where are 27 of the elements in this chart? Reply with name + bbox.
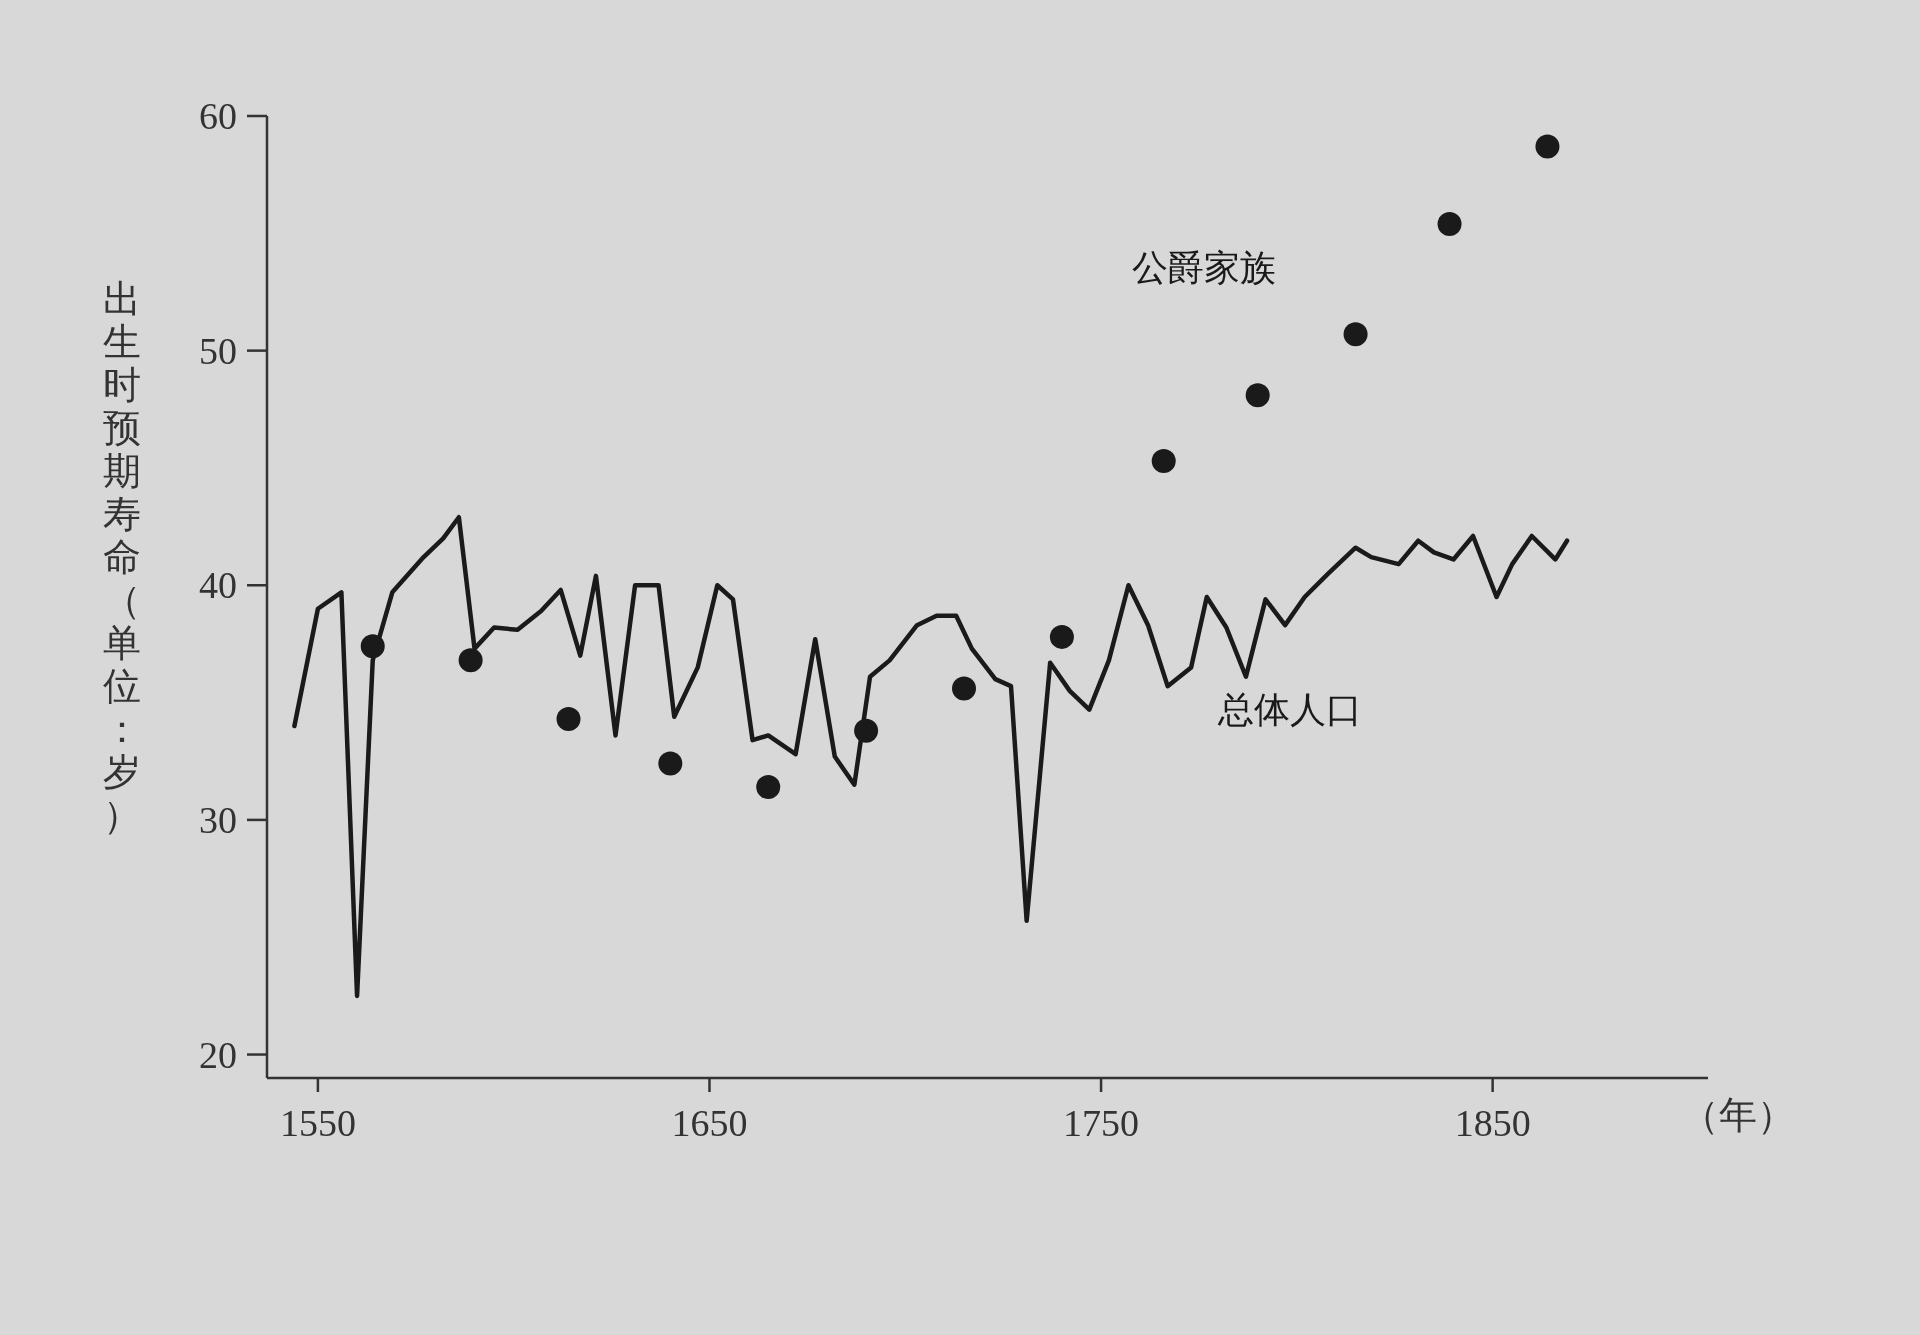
point: [952, 676, 977, 701]
series-label: 总体人口: [1217, 689, 1363, 731]
point: [1245, 383, 1270, 408]
text: 出生时预期寿命（单位：岁）: [103, 277, 141, 837]
point: [1151, 448, 1176, 473]
line-series: [292, 514, 1570, 999]
x-axis-title: （年）: [1681, 1093, 1795, 1137]
text: 公爵家族: [1131, 246, 1276, 288]
y-tick-label: 40: [199, 564, 237, 607]
y-tick-label: 30: [199, 798, 237, 841]
point: [1049, 624, 1074, 649]
point: [556, 707, 581, 732]
x-tick-label: 1850: [1454, 1102, 1531, 1144]
y-tick-label: 20: [199, 1033, 237, 1076]
point: [1437, 211, 1462, 236]
point: [1535, 134, 1560, 159]
point: [854, 718, 879, 743]
point: [1343, 322, 1368, 347]
x-tick-label: 1750: [1063, 1102, 1140, 1144]
point: [756, 775, 781, 800]
point: [360, 634, 385, 659]
x-tick-label: 1550: [279, 1102, 356, 1144]
x-tick-label: 1650: [671, 1102, 748, 1144]
y-tick-label: 60: [199, 95, 237, 137]
point: [458, 648, 483, 673]
point: [658, 751, 683, 776]
y-tick-label: 50: [199, 329, 237, 372]
